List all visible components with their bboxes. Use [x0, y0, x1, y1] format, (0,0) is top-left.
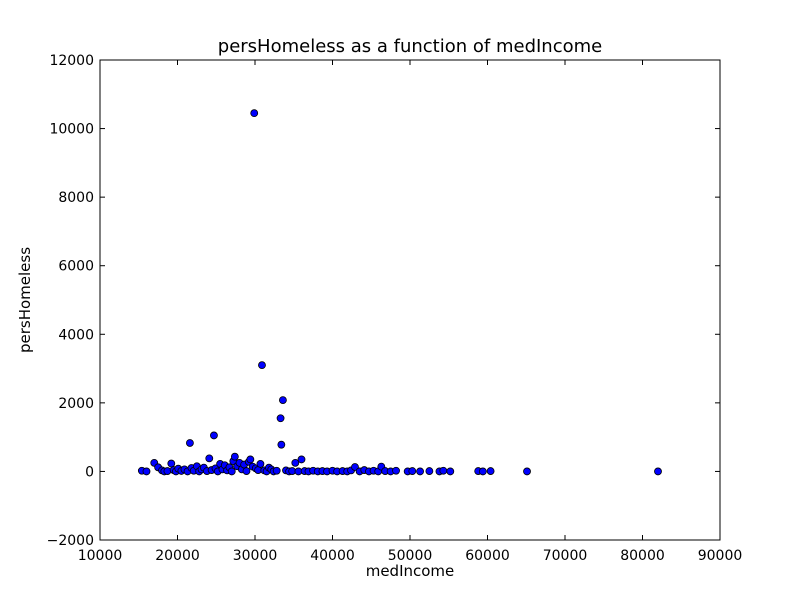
scatter-point: [278, 396, 287, 405]
y-tick-label: 6000: [58, 259, 94, 275]
scatter-point: [227, 467, 236, 476]
x-tick-label: 70000: [543, 548, 588, 564]
scatter-point: [523, 467, 531, 476]
scatter-point: [392, 466, 400, 475]
x-tick-label: 80000: [620, 548, 665, 564]
scatter-point: [210, 431, 218, 440]
scatter-point: [277, 440, 286, 449]
scatter-point: [446, 467, 455, 476]
scatter-point: [478, 467, 487, 476]
y-tick-label: 0: [85, 464, 94, 480]
y-tick-label: 2000: [58, 396, 94, 412]
scatter-point: [654, 467, 662, 476]
y-tick-label: 4000: [58, 327, 94, 343]
scatter-point: [276, 414, 285, 423]
y-tick-label: 12000: [49, 53, 94, 69]
scatter-point: [250, 109, 259, 118]
scatter-point: [258, 361, 266, 370]
scatter-point: [439, 466, 448, 475]
scatter-point: [486, 467, 495, 475]
scatter-point: [230, 452, 239, 461]
scatter-point: [425, 467, 434, 475]
chart-title: persHomeless as a function of medIncome: [218, 36, 602, 57]
x-tick-label: 40000: [310, 548, 355, 564]
y-tick-label: 10000: [49, 122, 94, 138]
scatter-point: [205, 454, 214, 463]
x-tick-label: 30000: [233, 548, 278, 564]
y-axis-label: persHomeless: [16, 247, 34, 353]
points-layer: [137, 109, 662, 476]
x-axis-label: medIncome: [366, 562, 455, 580]
scatter-point: [297, 455, 306, 464]
scatter-point: [416, 467, 424, 476]
scatter-point: [408, 467, 417, 475]
scatter-point: [246, 455, 255, 464]
x-tick-label: 60000: [465, 548, 510, 564]
scatter-point: [291, 458, 300, 467]
scatter-point: [185, 439, 194, 447]
scatter-point: [142, 467, 151, 476]
scatter-point: [242, 467, 251, 475]
y-tick-label: 8000: [58, 190, 94, 206]
x-tick-label: 10000: [78, 548, 123, 564]
scatter-point: [256, 459, 265, 468]
scatter-point: [351, 463, 359, 471]
x-tick-label: 20000: [155, 548, 200, 564]
y-tick-label: −2000: [47, 533, 94, 549]
x-tick-label: 50000: [388, 548, 433, 564]
ticks-layer: 10000 20000 30000 40000 50000 60000 70000 80000…: [47, 53, 743, 564]
x-tick-label: 90000: [698, 548, 743, 564]
scatter-point: [167, 459, 176, 468]
scatter-point: [272, 466, 281, 475]
